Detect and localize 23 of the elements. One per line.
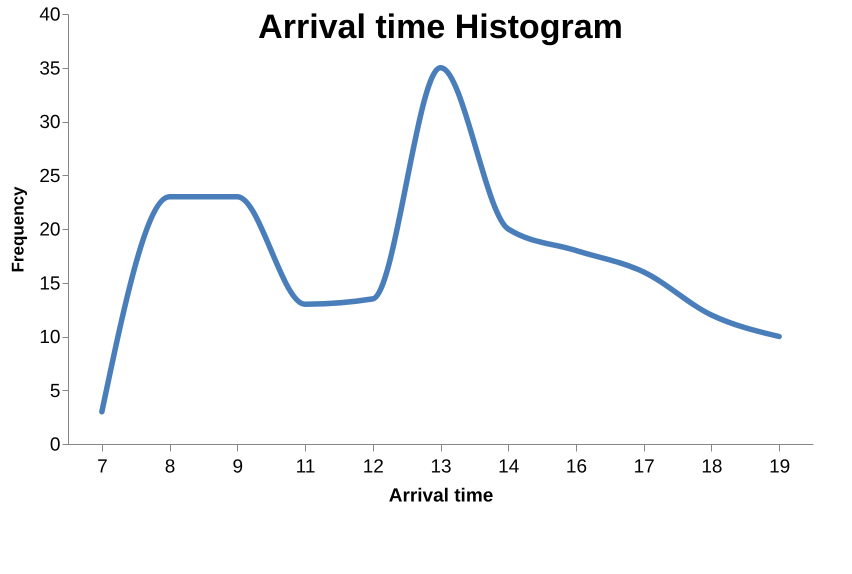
x-tick-label: 9 — [232, 456, 244, 478]
x-tick-label: 7 — [97, 456, 108, 478]
y-axis-title: Frequency — [8, 186, 28, 272]
y-tick-label: 40 — [39, 4, 60, 26]
y-tick-label: 20 — [39, 220, 60, 240]
y-tick-label: 10 — [39, 327, 60, 348]
x-tick-label: 12 — [362, 456, 384, 478]
x-tick-label: 14 — [498, 456, 520, 478]
x-axis-title: Arrival time — [388, 486, 494, 506]
x-tick-label: 11 — [296, 456, 316, 478]
x-tick-label: 8 — [164, 456, 176, 478]
y-tick-label: 25 — [39, 166, 60, 187]
x-tick-label: 18 — [701, 456, 722, 478]
x-tick-label: 17 — [634, 456, 655, 478]
y-tick-label: 5 — [50, 380, 60, 402]
y-tick-label: 35 — [39, 58, 60, 80]
x-tick-label: 19 — [769, 456, 790, 478]
y-tick-label: 0 — [50, 434, 60, 456]
chart-title: Arrival time Histogram — [258, 8, 623, 46]
x-tick-label: 16 — [566, 456, 588, 478]
y-tick-label: 30 — [39, 112, 60, 133]
x-tick-label: 13 — [430, 456, 452, 478]
y-tick-label: 15 — [39, 273, 60, 294]
